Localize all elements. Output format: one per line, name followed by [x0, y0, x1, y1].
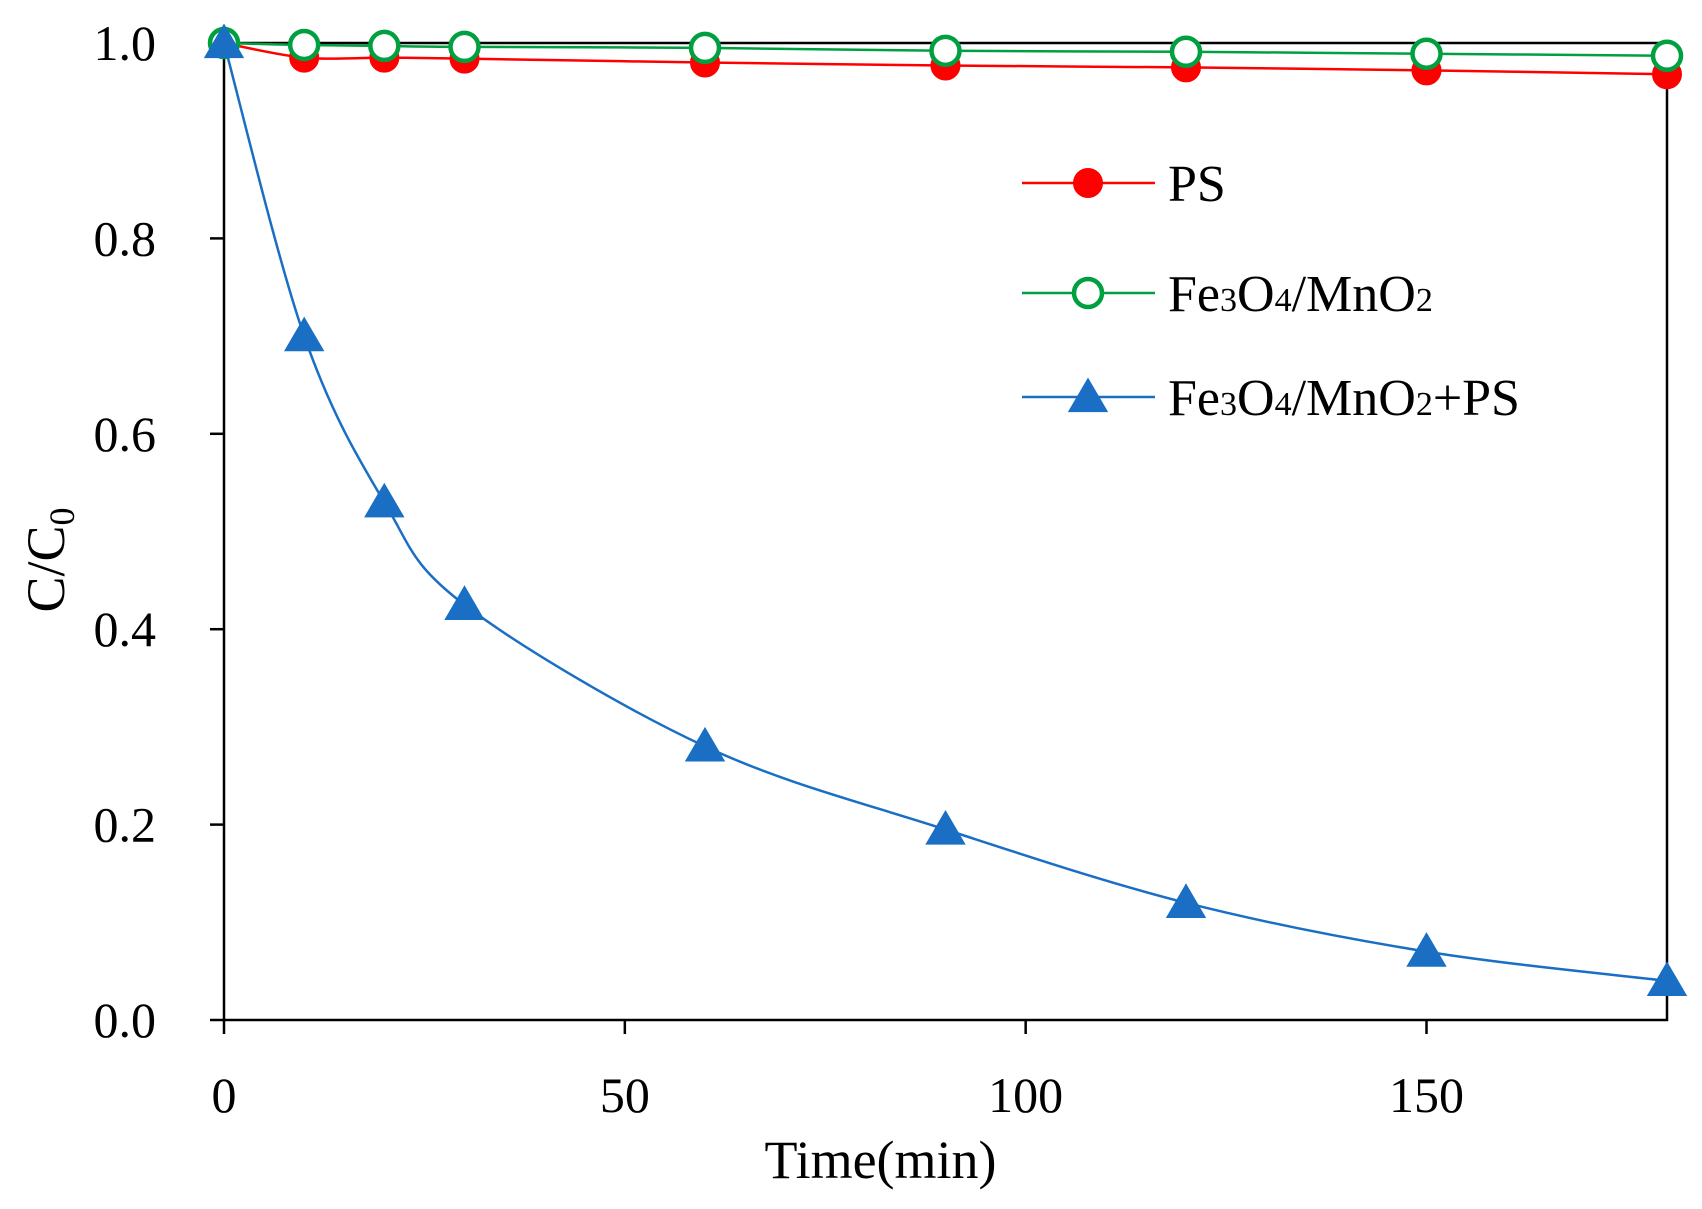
legend-label-part: O: [1237, 266, 1275, 323]
x-axis-title: Time(min): [764, 1130, 996, 1190]
x-tick-label: 0: [212, 1067, 237, 1123]
legend-label-part: /MnO: [1292, 370, 1416, 427]
tick-layer: 0 50 100 150 0.0 0.2 0.4 0.6 0.8 1.0: [94, 15, 1465, 1123]
legend-label-subscript: 4: [1275, 386, 1292, 423]
y-axis-title: C/C0: [16, 507, 82, 612]
legend-label-subscript: 3: [1220, 282, 1237, 319]
series-2-point: [444, 585, 485, 620]
y-tick-label: 0.4: [94, 601, 157, 657]
series-markers-layer: [203, 23, 1688, 997]
legend-label-subscript: 2: [1416, 386, 1433, 423]
y-tick-label: 1.0: [94, 15, 157, 71]
series-1-point: [287, 28, 321, 62]
series-1-point: [448, 30, 481, 64]
y-axis-title-main: C/C: [16, 525, 76, 612]
series-2-point: [1165, 883, 1207, 918]
legend-item-2: Fe3O4/MnO2+PS: [1022, 370, 1520, 427]
series-1-point: [1410, 37, 1443, 70]
series-1-point: [688, 31, 722, 65]
legend-item-1: Fe3O4/MnO2: [1022, 266, 1433, 323]
y-tick-label: 0.0: [94, 992, 157, 1048]
legend-label-subscript: 3: [1220, 386, 1237, 423]
series-1-point: [368, 29, 401, 63]
legend-label-part: Fe: [1168, 266, 1220, 323]
legend-label-part: /MnO: [1292, 266, 1416, 323]
legend-label: Fe3O4/MnO2+PS: [1168, 370, 1520, 427]
series-2-point: [364, 482, 405, 518]
legend-label: Fe3O4/MnO2: [1168, 266, 1433, 323]
y-axis-title-subscript: 0: [42, 507, 82, 525]
x-tick-label: 50: [600, 1067, 650, 1123]
series-2-point: [283, 316, 325, 352]
series-1-point: [1169, 35, 1203, 69]
legend-marker: [1073, 168, 1103, 198]
legend-label: PS: [1168, 156, 1226, 213]
legend-item-0: PS: [1022, 156, 1226, 213]
series-1-point: [929, 34, 962, 68]
legend-label-part: O: [1237, 370, 1275, 427]
legend-label-part: Fe: [1168, 370, 1220, 427]
series-2-point: [1406, 932, 1447, 967]
legend-label-subscript: 4: [1275, 282, 1292, 319]
plot-frame-layer: [222, 41, 1669, 1022]
axis-labels-layer: Time(min)C/C0: [16, 507, 997, 1190]
y-tick-label: 0.8: [94, 210, 157, 266]
legend-label-subscript: 2: [1416, 282, 1433, 319]
legend-label-part: PS: [1168, 156, 1226, 213]
plot-frame: [222, 41, 1669, 1022]
legend-marker: [1071, 276, 1105, 310]
y-tick-label: 0.2: [94, 797, 157, 853]
x-tick-label: 100: [988, 1067, 1063, 1123]
series-2-point: [925, 810, 966, 845]
legend-label-part: +PS: [1433, 370, 1520, 427]
y-tick-label: 0.6: [94, 406, 157, 462]
series-2-point: [684, 726, 726, 762]
series-2-point: [203, 23, 245, 59]
series-1-point: [1650, 39, 1684, 72]
legend-marker: [1067, 377, 1109, 413]
series-2-point: [1646, 961, 1688, 997]
x-tick-label: 150: [1389, 1067, 1464, 1123]
